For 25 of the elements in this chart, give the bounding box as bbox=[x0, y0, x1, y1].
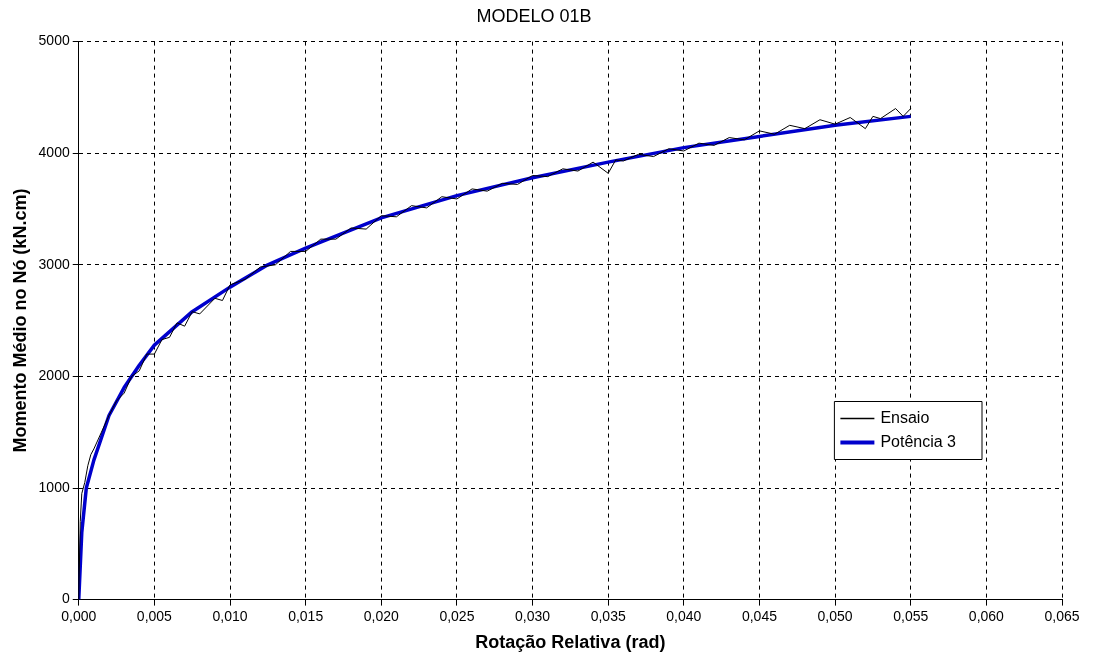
x-axis-title: Rotação Relativa (rad) bbox=[475, 632, 666, 653]
x-tick-label: 0,060 bbox=[968, 607, 1005, 624]
x-tick-label: 0,065 bbox=[1044, 607, 1080, 624]
y-axis-title: Momento Médio no Nó (kN.cm) bbox=[9, 188, 30, 453]
x-tick-label: 0,000 bbox=[61, 607, 97, 624]
x-tick-label: 0,045 bbox=[741, 607, 778, 624]
x-tick-label: 0,030 bbox=[515, 607, 551, 624]
x-tick-label: 0,010 bbox=[212, 607, 248, 624]
y-tick-label: 3000 bbox=[38, 255, 70, 272]
chart-title: MODELO 01B bbox=[476, 5, 592, 26]
x-tick-label: 0,040 bbox=[666, 607, 702, 624]
y-tick-label: 1000 bbox=[38, 478, 70, 495]
x-tick-label: 0,055 bbox=[893, 607, 929, 624]
x-tick-label: 0,050 bbox=[817, 607, 853, 624]
x-tick-label: 0,005 bbox=[136, 607, 173, 624]
y-tick-label: 5000 bbox=[38, 32, 70, 49]
x-tick-label: 0,025 bbox=[439, 607, 475, 624]
y-tick-label: 0 bbox=[61, 590, 70, 607]
x-tick-label: 0,020 bbox=[363, 607, 400, 624]
legend-label: Ensaio bbox=[880, 408, 930, 426]
y-tick-label: 2000 bbox=[38, 367, 70, 384]
legend-label: Potência 3 bbox=[880, 432, 957, 450]
x-tick-label: 0,015 bbox=[288, 607, 324, 624]
x-tick-label: 0,035 bbox=[590, 607, 626, 624]
y-tick-label: 4000 bbox=[38, 144, 70, 161]
